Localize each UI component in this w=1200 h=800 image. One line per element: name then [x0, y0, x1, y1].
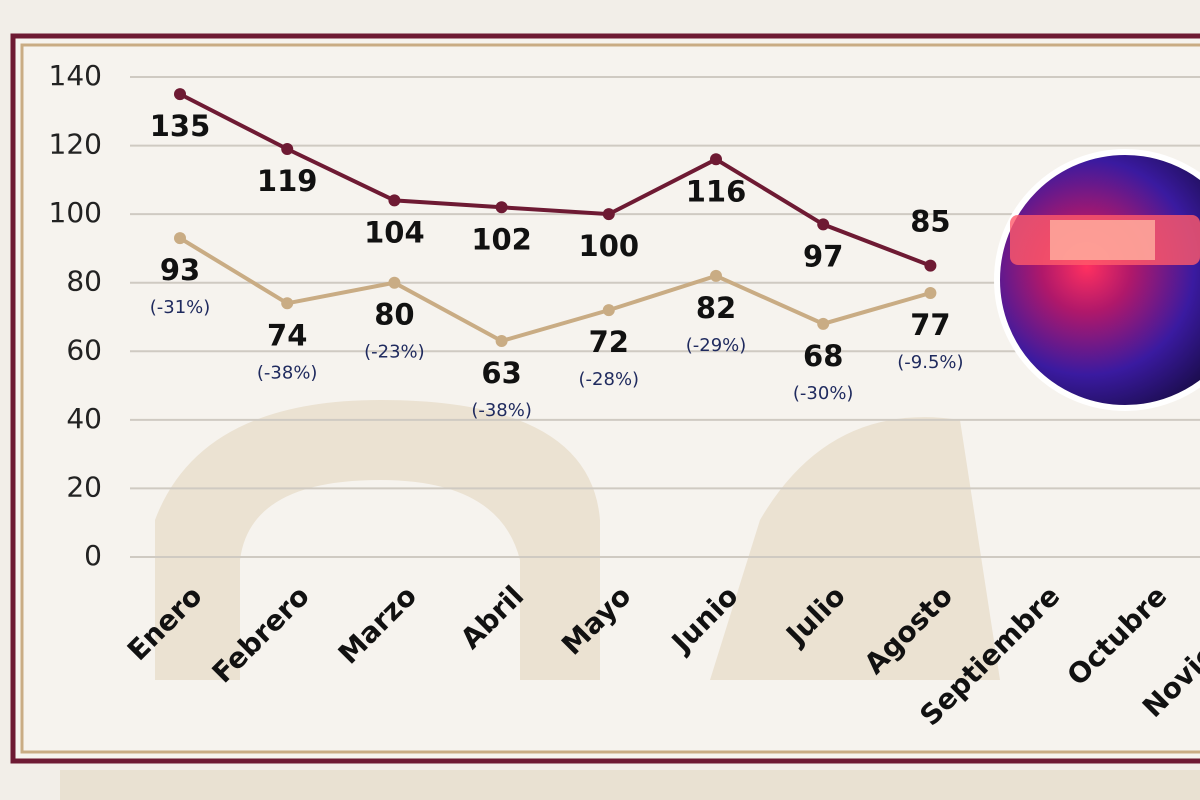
data-label: 72 [589, 325, 629, 359]
data-label: 97 [803, 239, 843, 273]
data-label: 80 [374, 298, 414, 332]
percent-label: (-30%) [793, 383, 854, 404]
y-tick-label: 80 [66, 265, 102, 298]
data-label: 85 [910, 205, 950, 239]
watermark [710, 417, 1000, 680]
point [924, 287, 937, 299]
point [817, 317, 830, 330]
point [281, 143, 294, 155]
point [602, 208, 615, 221]
point [495, 335, 508, 347]
percent-label: (-31%) [150, 297, 211, 318]
watermark [155, 400, 600, 680]
data-label: 93 [160, 253, 200, 287]
point [174, 232, 186, 245]
percent-label: (-38%) [257, 362, 318, 383]
y-tick-label: 40 [66, 402, 102, 435]
percent-label: (-9.5%) [897, 352, 963, 373]
data-label: 104 [364, 215, 425, 249]
point [495, 201, 508, 214]
data-label: 135 [150, 109, 211, 143]
data-label: 100 [579, 229, 640, 263]
percent-label: (-38%) [471, 400, 532, 421]
frame-inner [20, 43, 1200, 754]
point [710, 269, 722, 282]
y-tick-label: 140 [49, 59, 102, 92]
photo-light [1050, 220, 1155, 260]
data-label: 74 [267, 318, 307, 352]
data-label: 119 [257, 164, 318, 198]
y-tick-label: 60 [66, 333, 102, 366]
percent-label: (-23%) [364, 342, 425, 363]
point [710, 153, 722, 166]
y-tick-label: 0 [84, 539, 102, 572]
percent-label: (-29%) [686, 335, 747, 356]
y-tick-label: 120 [49, 128, 102, 161]
point [174, 88, 186, 101]
point [388, 276, 401, 289]
strip [60, 770, 1200, 800]
data-label: 77 [910, 308, 950, 342]
data-label: 63 [481, 356, 521, 390]
point [602, 304, 615, 317]
point [281, 297, 294, 310]
series-line [178, 236, 931, 344]
percent-label: (-28%) [579, 369, 640, 390]
point [817, 218, 830, 231]
point [924, 259, 937, 272]
point [388, 194, 401, 207]
series-line [179, 92, 932, 268]
y-tick-label: 100 [49, 196, 102, 229]
data-label: 102 [471, 222, 532, 256]
data-label: 116 [686, 174, 747, 208]
data-label: 68 [803, 339, 843, 373]
y-tick-label: 20 [66, 470, 102, 503]
data-label: 82 [696, 291, 736, 325]
